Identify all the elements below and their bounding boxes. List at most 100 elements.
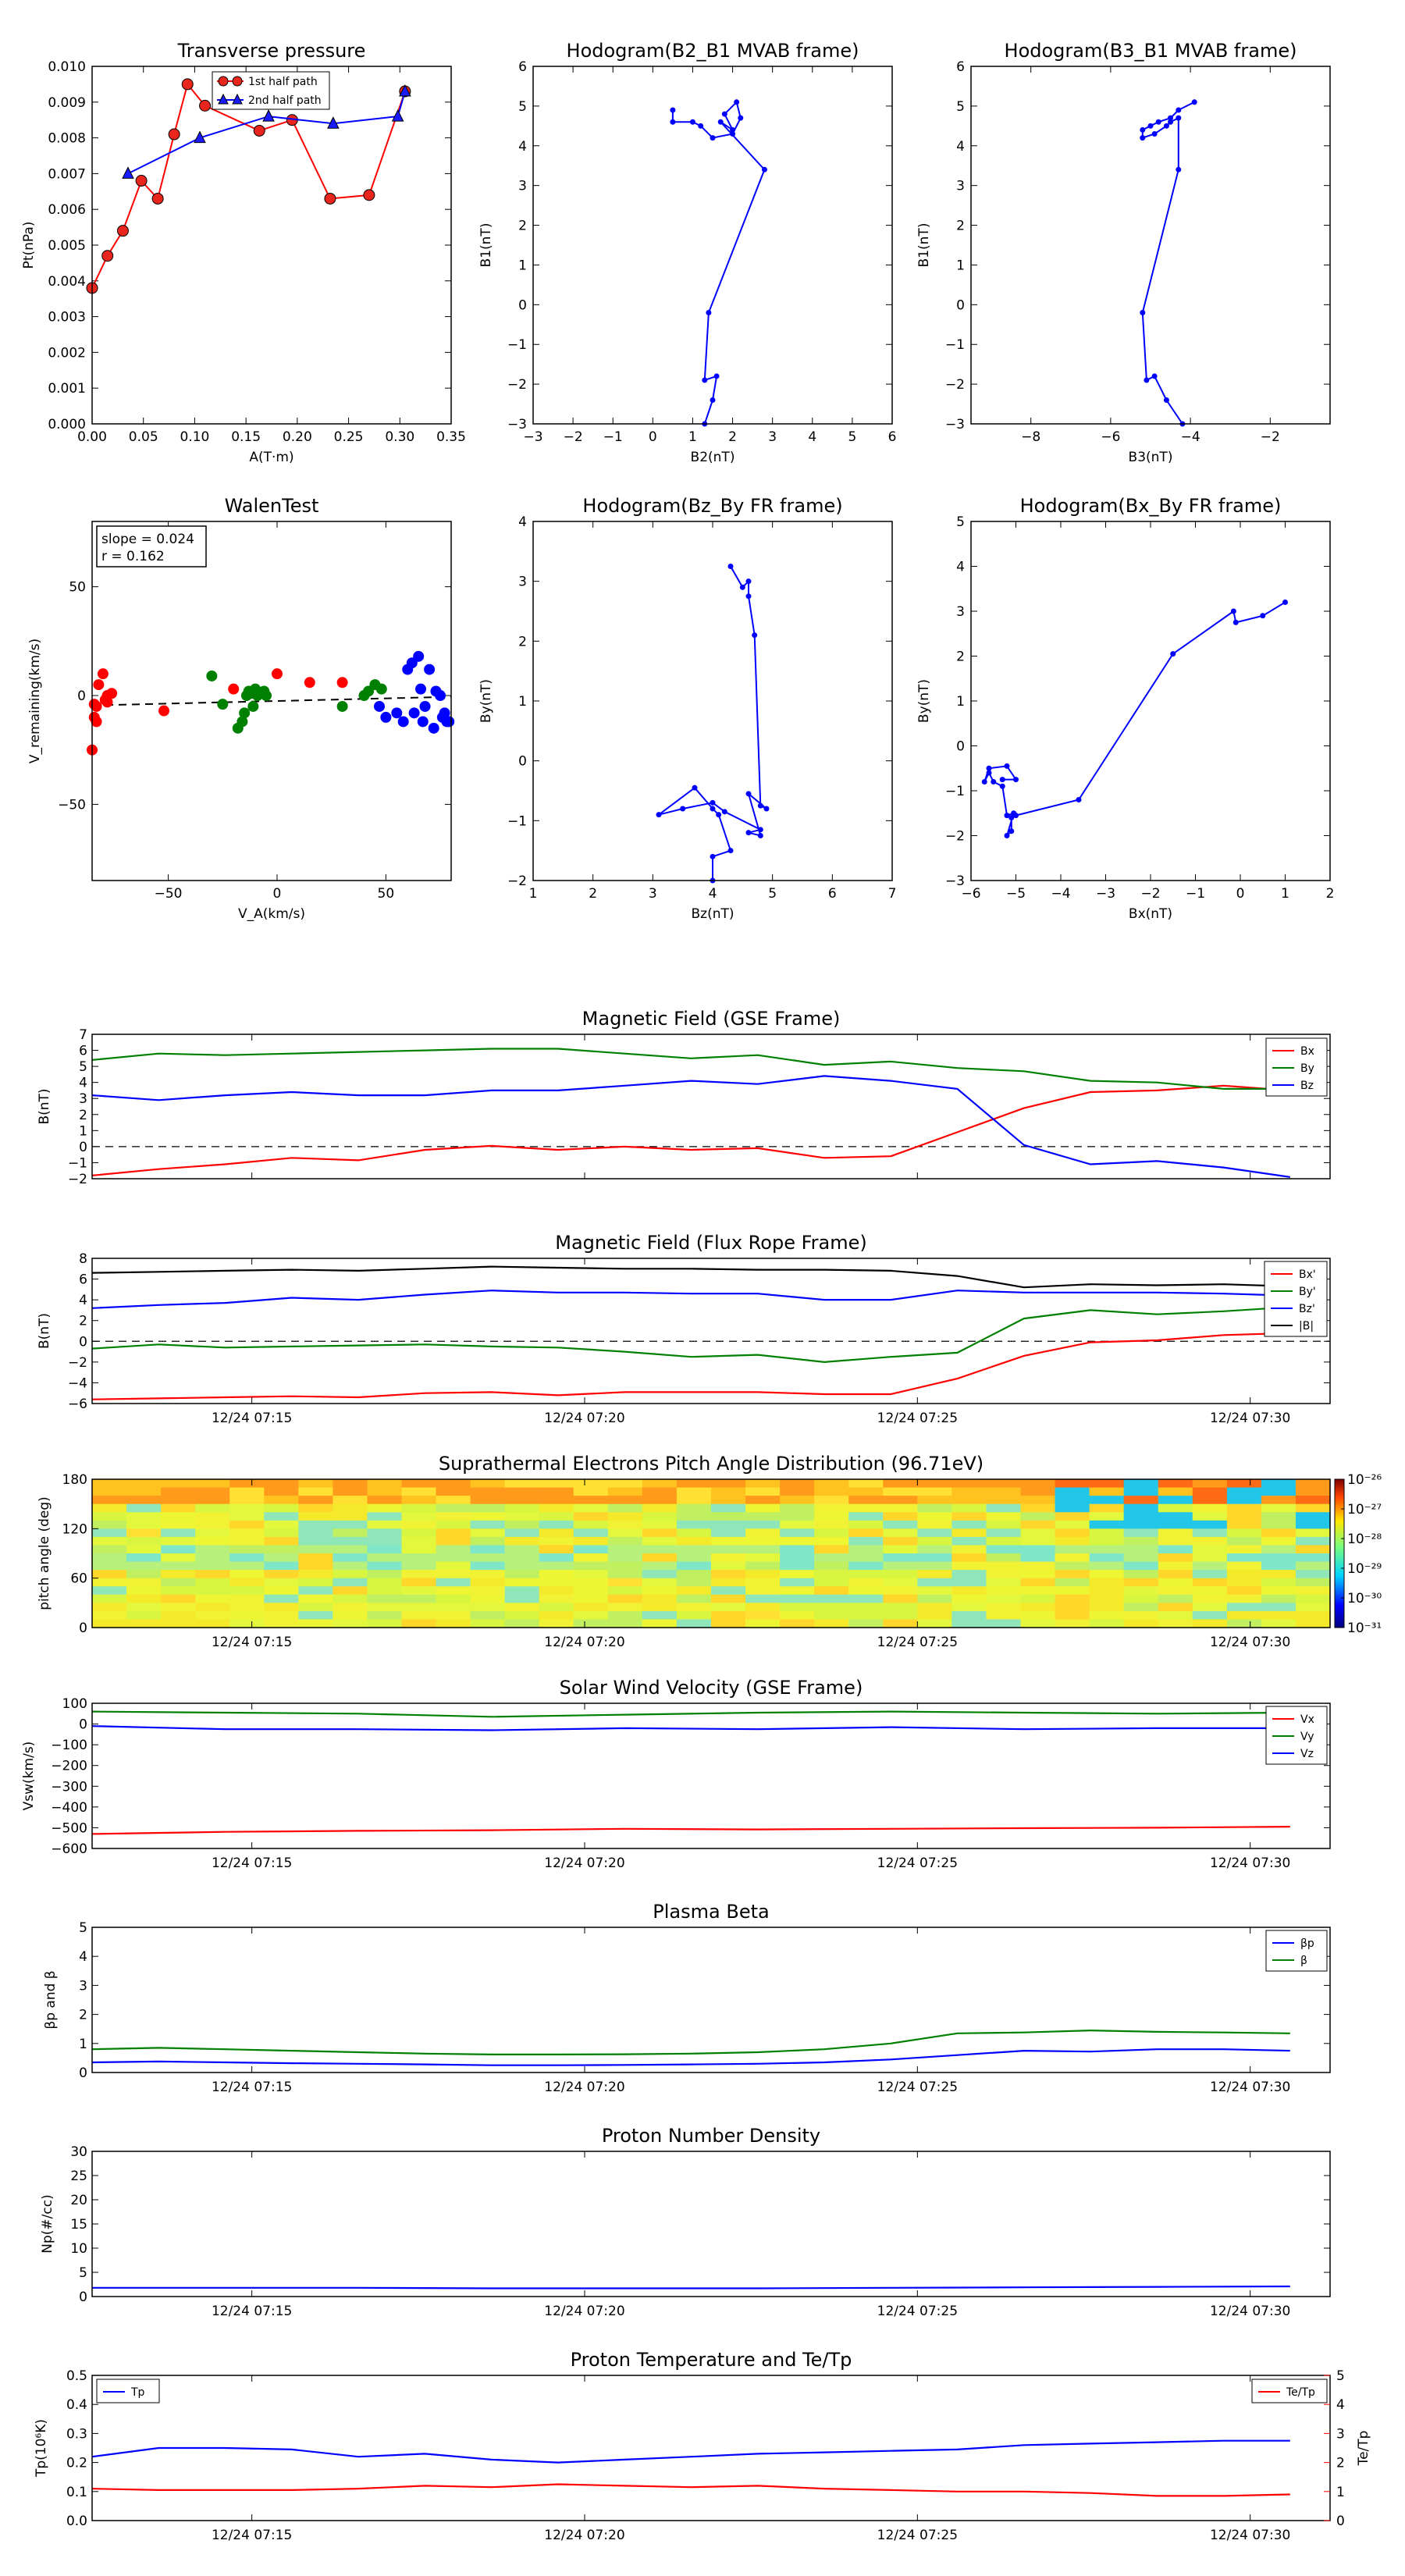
heatmap-cell	[607, 1503, 643, 1513]
heatmap-cell	[504, 1594, 540, 1603]
heatmap-cell	[436, 1619, 471, 1628]
heatmap-cell	[711, 1536, 746, 1546]
x-tick-label: 12/24 07:20	[544, 1411, 624, 1426]
heatmap-cell	[367, 1520, 403, 1529]
heatmap-cell	[607, 1512, 643, 1521]
heatmap-cell	[883, 1479, 918, 1489]
x-tick-label: 0.10	[180, 429, 209, 445]
data-point	[721, 111, 727, 117]
heatmap-cell	[711, 1578, 746, 1587]
heatmap-cell	[1089, 1570, 1125, 1579]
heatmap-cell	[470, 1496, 506, 1505]
y-tick-label: −2	[68, 1172, 87, 1187]
heatmap-cell	[504, 1586, 540, 1596]
y-tick-label: −3	[507, 417, 527, 432]
data-point	[1008, 828, 1015, 834]
heatmap-cell	[951, 1520, 987, 1529]
heatmap-cell	[470, 1619, 506, 1628]
y-right-tick-label: 2	[1336, 2456, 1345, 2471]
heatmap-cell	[917, 1594, 952, 1603]
heatmap-cell	[126, 1553, 162, 1563]
heatmap-cell	[1158, 1545, 1193, 1554]
data-point	[413, 650, 425, 662]
y-tick-label: −2	[945, 829, 965, 845]
heatmap-cell	[780, 1594, 815, 1603]
heatmap-cell	[676, 1545, 712, 1554]
data-point	[399, 84, 411, 97]
heatmap-cell	[780, 1503, 815, 1513]
data-point	[239, 707, 251, 719]
heatmap-cell	[504, 1536, 540, 1546]
series-line	[92, 2285, 1290, 2290]
heatmap-cell	[780, 1570, 815, 1579]
heatmap-cell	[504, 1528, 540, 1538]
data-point	[745, 830, 752, 836]
heatmap-cell	[1020, 1578, 1056, 1587]
heatmap-cell	[780, 1479, 815, 1489]
heatmap-cell	[92, 1594, 127, 1603]
y-tick-label: 0.1	[66, 2485, 87, 2500]
heatmap-cell	[951, 1603, 987, 1612]
y-tick-label: 0.001	[48, 381, 86, 397]
heatmap-cell	[883, 1610, 918, 1621]
heatmap-cell	[126, 1536, 162, 1546]
panel-title: Magnetic Field (Flux Rope Frame)	[555, 1232, 866, 1254]
legend-marker	[218, 93, 229, 105]
y-tick-label: 0	[956, 739, 965, 755]
heatmap-cell	[161, 1479, 196, 1489]
heatmap-cell	[298, 1619, 333, 1628]
heatmap-cell	[883, 1528, 918, 1538]
heatmap-cell	[1295, 1487, 1331, 1496]
heatmap-cell	[1226, 1479, 1262, 1489]
plot-area	[92, 1034, 1330, 1179]
heatmap-cell	[1261, 1528, 1297, 1538]
series-line	[91, 2483, 1290, 2497]
heatmap-cell	[1055, 1496, 1090, 1505]
heatmap-cell	[264, 1603, 299, 1612]
heatmap-cell	[883, 1512, 918, 1521]
heatmap-cell	[1261, 1512, 1297, 1521]
x-tick-label: 12/24 07:25	[877, 2528, 958, 2543]
heatmap-cell	[1261, 1603, 1297, 1612]
heatmap-cell	[195, 1496, 230, 1505]
x-tick-label: 0	[649, 429, 657, 445]
heatmap-cell	[333, 1561, 368, 1571]
heatmap-cell	[951, 1496, 987, 1505]
heatmap-cell	[333, 1479, 368, 1489]
heatmap-cell	[92, 1578, 127, 1587]
heatmap-cell	[642, 1610, 678, 1621]
y-tick-label: −100	[51, 1738, 87, 1753]
heatmap-cell	[711, 1610, 746, 1621]
y-tick-label: 8	[79, 1251, 87, 1267]
heatmap-cell	[1020, 1619, 1056, 1628]
heatmap-cell	[1158, 1594, 1193, 1603]
heatmap-cell	[642, 1561, 678, 1571]
x-tick-label: 12/24 07:15	[212, 2528, 292, 2543]
heatmap-cell	[917, 1487, 952, 1496]
heatmap-cell	[1295, 1536, 1331, 1546]
x-tick-label: 50	[378, 886, 395, 902]
data-point	[1147, 123, 1154, 129]
heatmap-cell	[848, 1594, 884, 1603]
heatmap-cell	[814, 1619, 849, 1628]
heatmap-cell	[1226, 1586, 1262, 1596]
heatmap-cell	[1295, 1594, 1331, 1603]
x-tick-label: 4	[709, 886, 717, 902]
heatmap-cell	[401, 1479, 437, 1489]
heatmap-cell	[814, 1603, 849, 1612]
y-tick-label: 0.3	[66, 2426, 87, 2442]
heatmap-cell	[367, 1479, 403, 1489]
heatmap-cell	[1192, 1594, 1228, 1603]
heatmap-cell	[1158, 1619, 1193, 1628]
data-point	[745, 593, 752, 600]
heatmap-cell	[711, 1603, 746, 1612]
x-axis-label: B3(nT)	[1129, 450, 1173, 465]
y-tick-label: 2	[79, 1314, 87, 1329]
heatmap-cell	[573, 1520, 609, 1529]
data-point	[710, 806, 716, 812]
heatmap-cell	[883, 1503, 918, 1513]
heatmap-cell	[161, 1512, 196, 1521]
heatmap-cell	[229, 1610, 265, 1621]
heatmap-cell	[298, 1594, 333, 1603]
axes-border	[91, 1034, 1331, 1179]
